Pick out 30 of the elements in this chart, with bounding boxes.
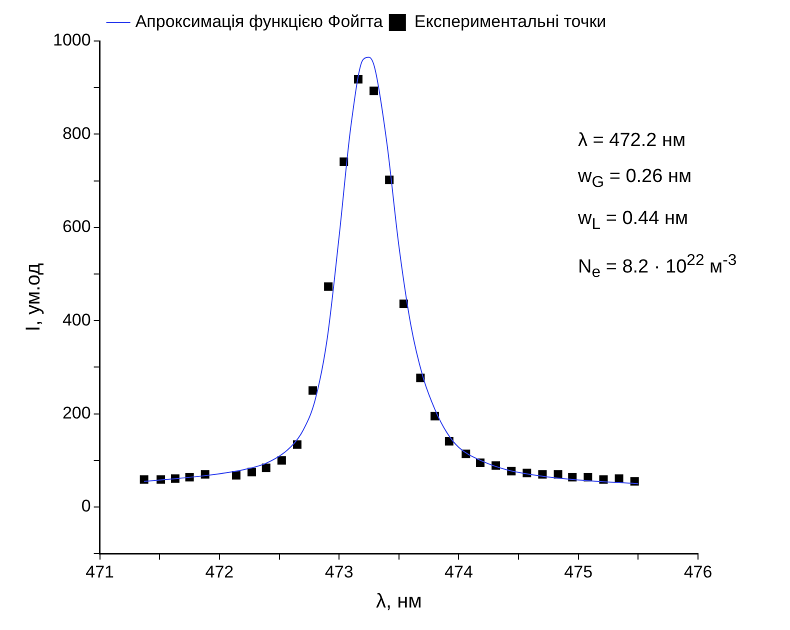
point <box>554 470 562 479</box>
point <box>444 437 454 446</box>
y-tick-label: 400 <box>62 310 91 330</box>
x-axis-title: λ, нм <box>376 590 422 613</box>
y-tick-label: 800 <box>62 124 91 143</box>
point <box>248 468 256 476</box>
x-tick-label: 472 <box>205 562 234 582</box>
legend-label: Експериментальні точки <box>414 12 606 32</box>
x-tick-label: 471 <box>86 562 114 582</box>
y-tick-label: 0 <box>81 496 91 516</box>
x-tick-label: 475 <box>564 562 593 582</box>
point <box>277 456 286 465</box>
y-tick-label: 600 <box>62 217 91 236</box>
legend-label: Апроксимація функцією Фойгта <box>135 12 384 32</box>
point <box>370 86 378 96</box>
annotation: λ = 472.2 нм <box>578 129 687 153</box>
y-axis-title: I, ум.од <box>22 262 45 332</box>
annotation: w$_{L}$ = 0.44 нм <box>578 206 690 235</box>
point <box>262 464 270 472</box>
y-tick-label: 1000 <box>52 30 91 50</box>
x-tick-label: 473 <box>324 562 354 582</box>
point <box>232 471 240 480</box>
point <box>308 386 318 395</box>
point <box>324 282 333 291</box>
y-tick-label: 200 <box>62 403 91 422</box>
point <box>292 440 302 449</box>
annotation: N$_{e}$ = 8.2 · 10$^{22}$ м$^{-3}$ <box>578 250 737 283</box>
x-tick-label: 474 <box>444 562 473 582</box>
x-tick-label: 476 <box>684 562 712 582</box>
annotation: w$_{G}$ = 0.26 нм <box>578 165 693 193</box>
